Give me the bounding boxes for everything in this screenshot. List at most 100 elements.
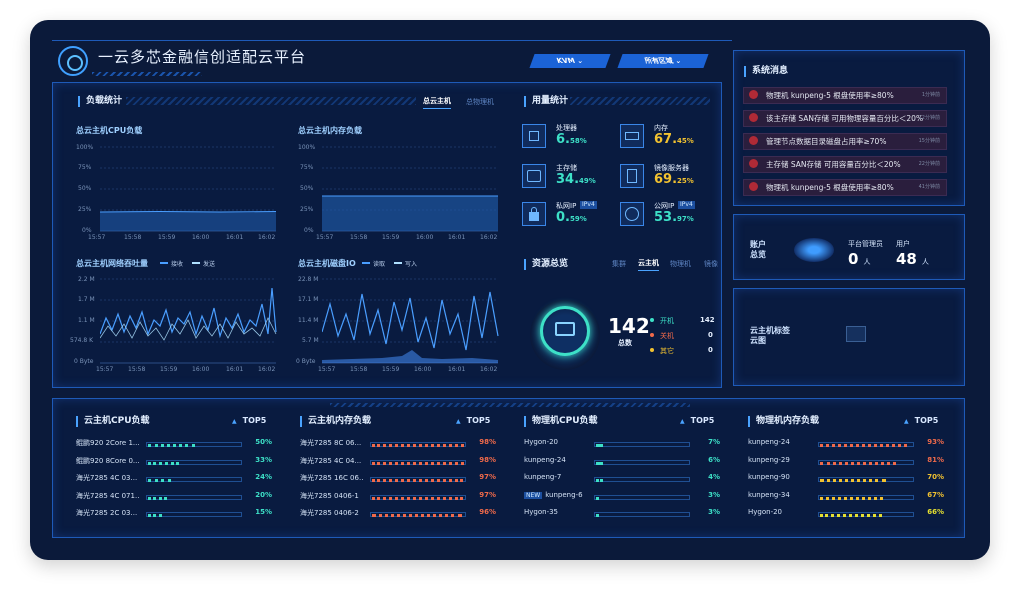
top5-row-label: Hygon-20 xyxy=(524,438,559,446)
top5-sort-button[interactable]: TOP5 xyxy=(456,416,491,425)
status-stopped-count: 0 xyxy=(708,331,713,339)
cpu-x-tick: 16:00 xyxy=(192,234,210,241)
usage-public-ip-value: 53.97% xyxy=(654,210,694,225)
top5-row-label: kunpeng-6 xyxy=(545,490,583,499)
top5-progress-bar xyxy=(594,494,690,500)
net-receive-line xyxy=(100,287,277,339)
tab-host[interactable]: 物理机 xyxy=(670,260,691,268)
mem-chart-title: 总云主机内存负载 xyxy=(298,126,362,135)
message-item[interactable]: 物理机 kunpeng-5 根盘使用率≥80% 1分钟前 xyxy=(743,87,947,104)
tab-total-host[interactable]: 总物理机 xyxy=(466,98,494,106)
usage-private-ip-label: 私网IP xyxy=(556,202,577,210)
top5-row-label: kunpeng-29 xyxy=(748,455,790,464)
user-label: 用户 xyxy=(896,240,910,248)
top5-row-label: 海光7285 0406-2 xyxy=(300,509,359,517)
top5-row-name: 海光7285 4C 071... xyxy=(76,491,140,501)
cpu-chart-title: 总云主机CPU负载 xyxy=(76,126,143,135)
top5-row: 鲲鹏920 2Core 1... 50% xyxy=(76,438,276,452)
top5-sort-button[interactable]: TOP5 xyxy=(680,416,715,425)
mem-y-tick: 50% xyxy=(300,185,314,192)
cpu-x-tick: 15:57 xyxy=(88,234,106,241)
disk-y-tick: 17.1 M xyxy=(298,296,319,303)
top5-progress-fill xyxy=(820,444,908,447)
message-item[interactable]: 该主存储 SAN存储 可用物理容量百分比＜20% 12分钟前 xyxy=(743,110,947,127)
top5-row-name: kunpeng-7 xyxy=(524,473,588,481)
top5-row: NEW kunpeng-6 3% xyxy=(524,491,724,505)
lock-icon xyxy=(522,202,546,226)
admin-label: 平台管理员 xyxy=(848,240,883,248)
tab-total-vm[interactable]: 总云主机 xyxy=(423,96,451,109)
message-item[interactable]: 主存储 SAN存储 可用容量百分比＜20% 22分钟前 xyxy=(743,156,947,173)
top5-row-percent: 24% xyxy=(255,473,272,481)
globe-icon xyxy=(620,202,644,226)
mem-y-tick: 25% xyxy=(300,206,314,213)
top5-row: kunpeng-24 93% xyxy=(748,438,948,452)
top5-row-name: kunpeng-24 xyxy=(748,438,812,446)
top5-progress-fill xyxy=(148,444,195,447)
net-chart-plot xyxy=(100,278,277,364)
mem-x-tick: 15:57 xyxy=(316,234,334,241)
top5-row-label: kunpeng-90 xyxy=(748,473,790,481)
resource-total-label: 总数 xyxy=(618,339,632,347)
top5-sort-button[interactable]: TOP5 xyxy=(232,416,267,425)
tab-vm[interactable]: 云主机 xyxy=(638,258,659,271)
usage-public-ip-label: 公网IP xyxy=(654,202,675,210)
top5-progress-fill xyxy=(372,479,464,482)
alert-icon xyxy=(749,113,758,122)
top5-progress-bar xyxy=(594,459,690,465)
top5-progress-bar xyxy=(146,442,242,447)
net-chart-title: 总云主机网络吞吐量 xyxy=(76,259,148,268)
top5-progress-bar xyxy=(818,512,914,517)
top5-row-label: kunpeng-24 xyxy=(748,438,790,446)
status-running: 开机 xyxy=(650,316,674,326)
disk-read-line xyxy=(322,291,499,351)
disk-legend-write: 写入 xyxy=(394,259,417,268)
top5-row: 海光7285 0406-2 96% xyxy=(300,508,500,522)
ipv4-badge: IPv4 xyxy=(580,201,597,209)
top5-row-label: 海光7285 2C 03... xyxy=(76,509,138,517)
monitor-icon xyxy=(555,322,575,336)
top5-row-percent: 67% xyxy=(927,490,944,499)
top5-sort-button[interactable]: TOP5 xyxy=(904,416,939,425)
net-legend-send: 发送 xyxy=(192,259,215,268)
resource-total: 142 xyxy=(608,314,650,338)
top5-progress-bar xyxy=(818,494,914,500)
tab-image[interactable]: 镜像 xyxy=(704,260,718,268)
disk-legend-read: 读取 xyxy=(362,259,385,268)
top5-progress-bar xyxy=(370,459,466,465)
top5-row-percent: 66% xyxy=(927,508,944,516)
tab-cluster[interactable]: 集群 xyxy=(612,260,626,268)
top5-progress-bar xyxy=(146,494,242,500)
top5-row-percent: 15% xyxy=(255,508,272,516)
status-running-count: 142 xyxy=(700,316,715,324)
users-icon xyxy=(794,238,834,262)
message-item[interactable]: 管理节点数据目录磁盘占用率≥70% 15分钟前 xyxy=(743,133,947,150)
net-y-tick: 2.2 M xyxy=(78,276,95,283)
top5-row: kunpeng-90 70% xyxy=(748,473,948,487)
top5-row-percent: 3% xyxy=(708,490,720,499)
top5-row-label: kunpeng-24 xyxy=(524,455,566,464)
memory-icon xyxy=(620,124,644,148)
top5-progress-fill xyxy=(596,461,602,465)
top5-row-name: 海光7285 0406-2 xyxy=(300,508,364,518)
top5-row-label: kunpeng-34 xyxy=(748,490,790,499)
mem-x-tick: 15:58 xyxy=(350,234,368,241)
top5-row: kunpeng-29 81% xyxy=(748,456,948,470)
disk-x-tick: 16:01 xyxy=(448,366,466,373)
cpu-y-tick: 0% xyxy=(82,227,92,234)
top5-row-name: 鲲鹏920 8Core 0... xyxy=(76,456,140,466)
usage-storage-value: 34.49% xyxy=(556,172,596,187)
platform-logo xyxy=(58,46,88,76)
cpu-x-tick: 16:01 xyxy=(226,234,244,241)
region-dropdown[interactable]: 所有区域 ⌄ xyxy=(617,54,709,68)
mem-chart-plot xyxy=(322,146,498,232)
top5-row-percent: 81% xyxy=(927,455,944,464)
message-item[interactable]: 物理机 kunpeng-5 根盘使用率≥80% 41分钟前 xyxy=(743,179,947,196)
top5-row-name: kunpeng-34 xyxy=(748,491,812,499)
net-y-tick: 1.1 M xyxy=(78,317,95,324)
cpu-y-tick: 25% xyxy=(78,206,92,213)
status-other-count: 0 xyxy=(708,346,713,354)
hypervisor-dropdown[interactable]: KVM ⌄ xyxy=(529,54,611,68)
empty-placeholder-icon xyxy=(846,326,866,342)
